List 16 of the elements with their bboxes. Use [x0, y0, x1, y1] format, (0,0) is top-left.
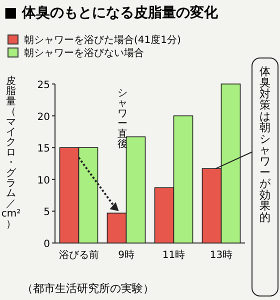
x-tick-label: 浴びる前	[58, 249, 99, 261]
y-tick-label: 0	[44, 239, 50, 250]
text: （都市生活研究所の実験）	[22, 282, 154, 295]
y-tick-label: 10	[37, 175, 50, 186]
x-tick-label: 9時	[118, 249, 134, 261]
annotation: 体臭対策は朝シャワーが効果的	[260, 65, 270, 224]
chart-title: ■ 体臭のもとになる皮脂量の変化	[4, 4, 220, 21]
y-axis-title: 皮脂量（マイクロ・グラム／cm²）	[1, 76, 21, 230]
y-tick-label: 5	[44, 207, 50, 218]
x-tick-label: 13時	[210, 249, 233, 261]
y-tick-label: 25	[37, 80, 50, 91]
legend-label: 朝シャワーを浴びない場合	[24, 47, 144, 59]
x-tick-label: 11時	[162, 249, 186, 261]
y-tick-label: 20	[37, 112, 50, 123]
y-tick-label: 15	[37, 144, 50, 155]
legend-label: 朝シャワーを浴びた場合(41度1分)	[24, 34, 181, 46]
